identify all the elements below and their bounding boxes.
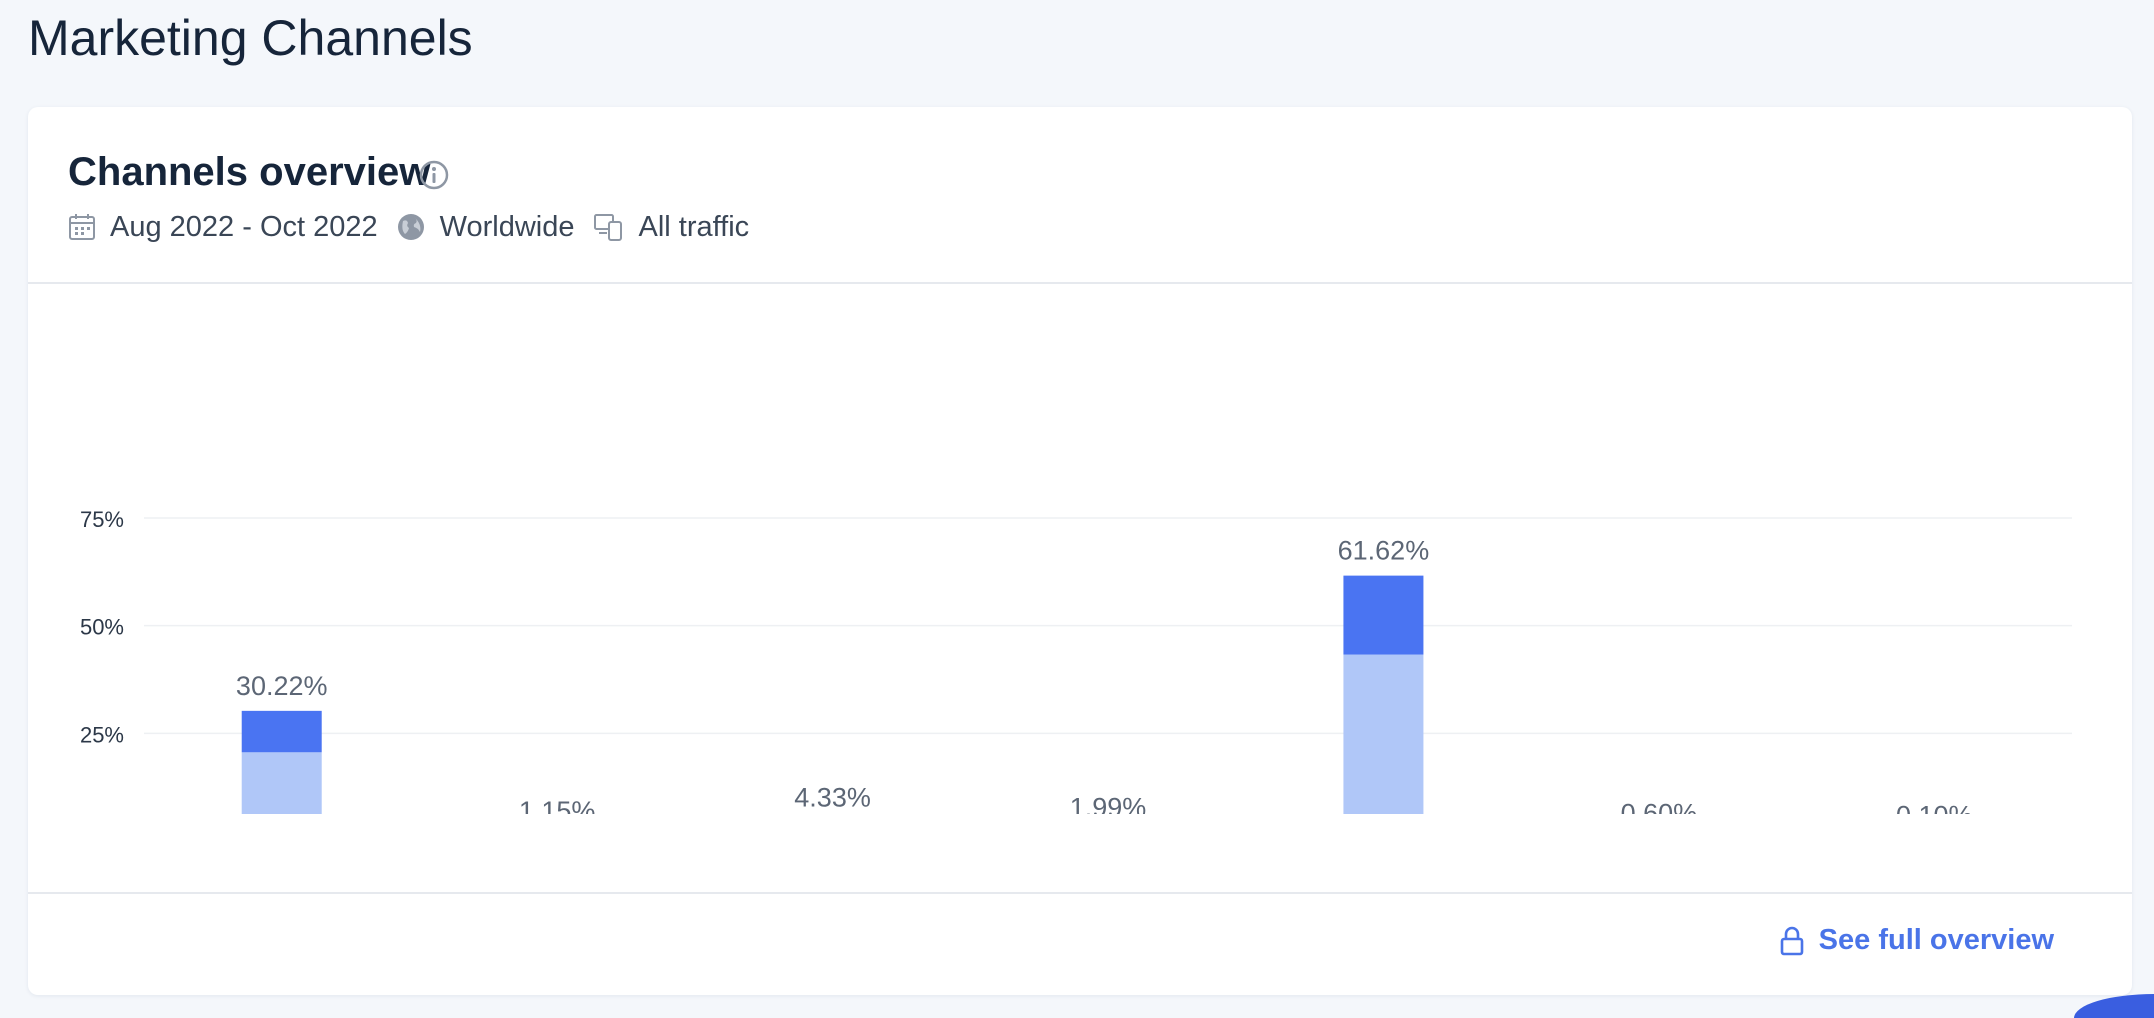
lock-icon xyxy=(1779,926,1805,956)
channels-bar-chart: 0%25%50%75%30.22%Direct1.15%Email4.33%Re… xyxy=(80,507,2072,889)
bar-value-label: 0.10% xyxy=(1896,801,1973,814)
bar-segment xyxy=(1343,654,1424,841)
bar-value-label: 1.99% xyxy=(1070,792,1147,814)
channels-chart-area: 0%25%50%75%30.22%Direct1.15%Email4.33%Re… xyxy=(28,284,2132,889)
see-full-overview-label: See full overview xyxy=(1818,924,2054,956)
bar-segment xyxy=(241,710,322,753)
traffic-text: All traffic xyxy=(638,210,750,243)
corner-decoration xyxy=(2074,994,2154,1018)
bar-value-label: 61.62% xyxy=(1338,536,1430,566)
bar-value-label: 0.60% xyxy=(1621,798,1698,814)
filters-meta: Aug 2022 - Oct 2022 Worldwide All traffi… xyxy=(68,207,767,247)
info-icon[interactable] xyxy=(418,159,450,196)
bar-value-label: 4.33% xyxy=(794,782,871,812)
card-footer: See full overview xyxy=(28,892,2132,997)
channels-overview-card: Channels overview Aug 2022 - xyxy=(28,107,2132,995)
bar-value-label: 30.22% xyxy=(236,671,328,701)
bar-segment xyxy=(1343,575,1424,655)
y-tick-label: 75% xyxy=(80,507,124,532)
region-text: Worldwide xyxy=(439,210,575,243)
y-tick-label: 25% xyxy=(80,722,124,747)
y-tick-label: 50% xyxy=(80,615,124,640)
calendar-icon xyxy=(68,212,96,242)
card-title: Channels overview xyxy=(68,150,431,194)
see-full-overview-link[interactable]: See full overview xyxy=(1779,924,2054,957)
devices-icon xyxy=(593,212,625,242)
page-title: Marketing Channels xyxy=(28,10,473,66)
card-header: Channels overview Aug 2022 - xyxy=(28,107,2132,284)
date-range-text: Aug 2022 - Oct 2022 xyxy=(110,210,378,243)
globe-icon xyxy=(396,212,426,242)
bar-value-label: 1.15% xyxy=(519,796,596,814)
bar-segment xyxy=(241,752,322,841)
